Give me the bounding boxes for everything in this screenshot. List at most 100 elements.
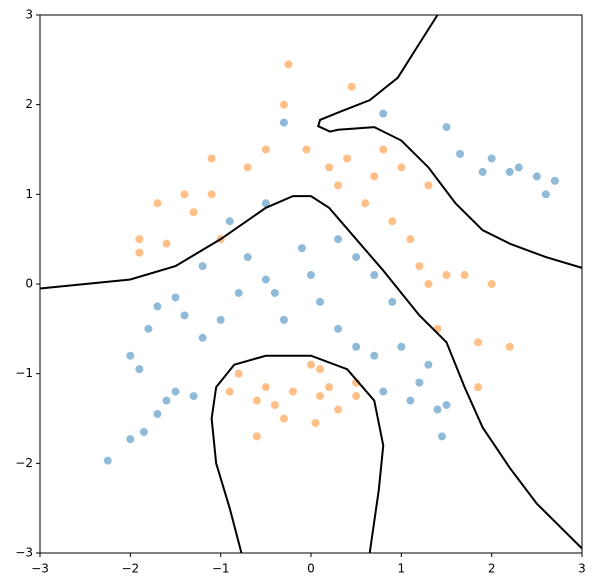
point xyxy=(171,293,180,302)
point xyxy=(162,396,171,405)
point xyxy=(505,167,514,176)
point xyxy=(487,154,496,163)
point xyxy=(325,163,334,172)
x-tick-label: 3 xyxy=(578,562,586,576)
point xyxy=(171,387,180,396)
point xyxy=(135,365,144,374)
point xyxy=(153,199,162,208)
point xyxy=(270,401,279,410)
point xyxy=(316,297,325,306)
point xyxy=(433,405,442,414)
point xyxy=(532,172,541,181)
point xyxy=(279,414,288,423)
point xyxy=(424,280,433,288)
point xyxy=(370,351,379,360)
point xyxy=(352,392,361,401)
point xyxy=(379,145,388,154)
point xyxy=(297,244,306,253)
point xyxy=(261,199,270,208)
point xyxy=(343,154,352,163)
point xyxy=(415,378,424,387)
point xyxy=(460,271,469,280)
y-tick-label: 3 xyxy=(25,8,33,22)
point xyxy=(307,271,315,280)
x-tick-label: −3 xyxy=(31,562,49,576)
point xyxy=(252,396,261,405)
point xyxy=(261,383,270,392)
y-tick-label: 1 xyxy=(25,187,33,201)
point xyxy=(279,100,288,109)
point xyxy=(424,360,433,369)
point xyxy=(478,167,487,176)
point xyxy=(334,235,343,244)
point xyxy=(352,342,361,351)
point xyxy=(243,163,252,172)
point xyxy=(550,176,559,185)
point xyxy=(347,82,356,91)
point xyxy=(514,163,523,172)
point xyxy=(370,172,379,181)
point xyxy=(153,302,162,311)
point xyxy=(442,271,451,280)
point xyxy=(415,262,424,271)
point xyxy=(334,181,343,190)
y-tick-label: 0 xyxy=(25,277,33,291)
point xyxy=(474,383,483,392)
x-tick-label: −1 xyxy=(212,562,230,576)
y-tick-label: −2 xyxy=(15,456,33,470)
point xyxy=(126,351,135,360)
point xyxy=(153,410,162,419)
point xyxy=(325,383,334,392)
point xyxy=(216,315,225,324)
point xyxy=(316,392,325,401)
point xyxy=(284,60,293,69)
point xyxy=(388,297,397,306)
point xyxy=(234,369,243,378)
point xyxy=(135,235,144,244)
point xyxy=(279,315,288,324)
point xyxy=(180,190,189,199)
point xyxy=(139,427,148,436)
point xyxy=(541,190,550,199)
x-tick-label: −2 xyxy=(121,562,139,576)
point xyxy=(189,208,198,217)
point xyxy=(370,271,379,280)
point xyxy=(474,338,483,347)
point xyxy=(198,262,207,271)
boundary-line xyxy=(39,195,583,550)
point xyxy=(126,435,135,444)
point xyxy=(180,311,189,320)
point xyxy=(189,392,198,401)
y-tick-label: −3 xyxy=(15,546,33,560)
point xyxy=(307,360,315,369)
point xyxy=(505,342,514,351)
point xyxy=(252,432,261,441)
point xyxy=(225,217,234,226)
point xyxy=(442,123,451,132)
point xyxy=(198,333,207,342)
point xyxy=(234,288,243,297)
point xyxy=(334,405,343,414)
point xyxy=(261,275,270,284)
point xyxy=(270,288,279,297)
y-tick-label: −1 xyxy=(15,366,33,380)
x-tick-label: 1 xyxy=(398,562,406,576)
point xyxy=(424,181,433,190)
point xyxy=(207,154,216,163)
point xyxy=(302,145,311,154)
point xyxy=(397,163,406,172)
point xyxy=(487,280,496,288)
x-tick-label: 2 xyxy=(488,562,496,576)
x-tick-label: 0 xyxy=(307,562,315,576)
point xyxy=(207,190,216,199)
point xyxy=(103,456,112,465)
y-tick-label: 2 xyxy=(25,97,33,111)
point xyxy=(379,387,388,396)
plot-frame xyxy=(39,14,583,554)
point xyxy=(406,235,415,244)
point xyxy=(397,342,406,351)
point xyxy=(144,324,153,333)
point xyxy=(316,365,325,374)
